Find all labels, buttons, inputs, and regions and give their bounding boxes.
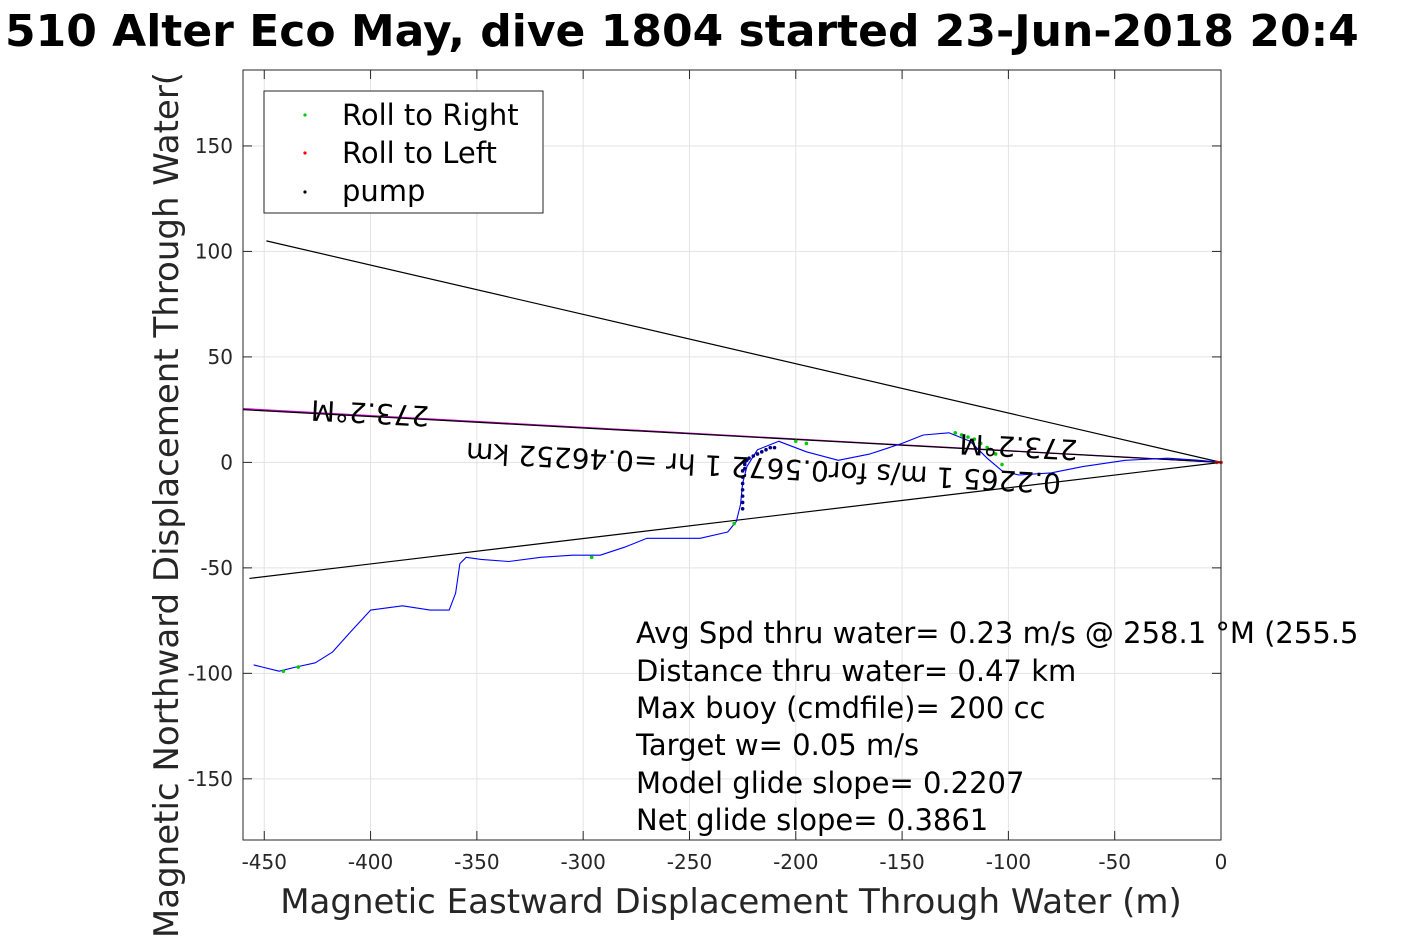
x-tick-label: -400 [348, 850, 393, 874]
bound-lower-line [249, 461, 1222, 580]
roll-to-right-point [959, 433, 964, 437]
heading-black-line [242, 409, 1222, 463]
grid [243, 70, 1222, 840]
pump-point [764, 447, 768, 452]
pump-point [772, 445, 777, 450]
x-tick-label: 0 [1215, 850, 1228, 874]
heading-annotation: 273.2°M [959, 427, 1079, 466]
pump-point [740, 488, 745, 492]
pump-point [740, 506, 745, 511]
pump-point [740, 500, 745, 505]
summary-line: Target w= 0.05 m/s [635, 728, 919, 762]
y-axis-label: Magnetic Northward Displacement Through … [147, 72, 187, 938]
pump-point [751, 454, 756, 458]
roll-to-right-point [985, 445, 989, 450]
x-axis-label: Magnetic Eastward Displacement Through W… [280, 882, 1182, 922]
points-layer [281, 431, 1223, 674]
legend-label-roll-right: Roll to Right [342, 98, 519, 132]
y-tick-label: -50 [200, 556, 233, 580]
y-tick-label: 50 [208, 345, 233, 369]
x-tick-label: -100 [986, 850, 1031, 874]
reference-lines [242, 240, 1222, 580]
roll-to-right-point [966, 435, 970, 439]
y-tick-label: 150 [195, 134, 233, 158]
track-layer [253, 432, 1222, 672]
x-tick-label: -200 [773, 850, 818, 874]
roll-to-right-point [732, 521, 736, 526]
x-tick-label: -300 [560, 850, 605, 874]
summary-line: Avg Spd thru water= 0.23 m/s @ 258.1 °M … [636, 616, 1358, 650]
pump-point [742, 466, 747, 471]
pump-point [768, 445, 773, 450]
roll-to-right-point [1000, 462, 1004, 467]
legend-label-roll-left: Roll to Left [342, 136, 497, 170]
bound-upper-line [266, 240, 1222, 463]
pump-point [755, 452, 760, 456]
y-tick-label: -150 [188, 767, 233, 791]
roll-to-right-point [281, 669, 286, 674]
x-tick-label: -450 [242, 850, 287, 874]
roll-to-right-point [296, 665, 301, 669]
axis-ticks: -450 -400 -350 -300 -250 -200 -150 -100 -50 0 -150… [188, 70, 1228, 874]
chart-title: 510 Alter Eco May, dive 1804 started 23-… [5, 6, 1359, 57]
roll-to-right-point [993, 452, 998, 456]
legend: Roll to Right Roll to Left pump [263, 90, 544, 214]
roll-to-right-point [793, 439, 798, 444]
roll-to-right-point [972, 437, 977, 441]
legend-box [263, 90, 544, 214]
legend-marker-roll-left [303, 151, 307, 155]
roll-to-right-point [978, 441, 983, 446]
heading-annotation: 273.2°M [310, 393, 430, 432]
legend-label-pump: pump [342, 174, 425, 208]
roll-to-right-point [804, 441, 809, 446]
summary-line: Net glide slope= 0.3861 [636, 803, 988, 837]
summary-line: Model glide slope= 0.2207 [636, 766, 1024, 800]
x-tick-label: -250 [667, 850, 712, 874]
roll-to-right-point [953, 431, 958, 435]
track-line [253, 432, 1222, 672]
pump-point [740, 481, 745, 486]
legend-marker-pump [303, 190, 307, 194]
summary-line: Max buoy (cmdfile)= 200 cc [636, 691, 1045, 725]
x-tick-label: -150 [879, 850, 924, 874]
y-tick-label: 0 [220, 450, 233, 474]
pump-point [742, 462, 747, 467]
legend-marker-roll-right [303, 113, 307, 117]
x-tick-label: -50 [1098, 850, 1131, 874]
y-tick-label: -100 [188, 661, 233, 685]
pump-point [740, 494, 745, 498]
plot-area-border [242, 69, 1222, 841]
pump-point [759, 450, 764, 454]
x-tick-label: -350 [454, 850, 499, 874]
pump-point [740, 475, 745, 479]
summary-line: Distance thru water= 0.47 km [636, 654, 1076, 688]
summary-text: Avg Spd thru water= 0.23 m/s @ 258.1 °M … [635, 616, 1358, 837]
pump-point [747, 456, 751, 460]
roll-to-right-point [589, 555, 594, 560]
y-tick-label: 100 [195, 239, 233, 263]
